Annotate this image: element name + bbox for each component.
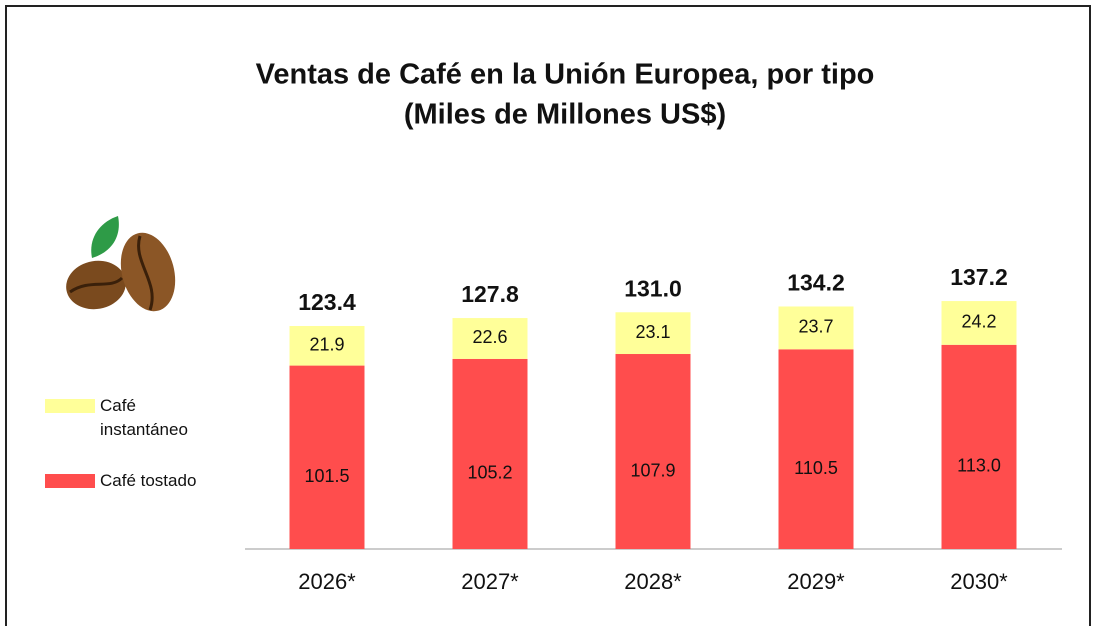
legend-label: Café instantáneo bbox=[100, 396, 188, 439]
legend-label: Café tostado bbox=[100, 471, 197, 490]
bar-segment bbox=[289, 365, 365, 549]
data-label: 23.1 bbox=[635, 322, 670, 342]
data-label: 107.9 bbox=[630, 460, 675, 480]
bar-segment bbox=[778, 306, 854, 350]
total-label: 134.2 bbox=[787, 270, 845, 296]
coffee-icon bbox=[66, 216, 176, 312]
data-label: 101.5 bbox=[304, 466, 349, 486]
data-label: 24.2 bbox=[961, 312, 996, 332]
bar-segment bbox=[941, 301, 1017, 345]
bar-segment bbox=[452, 358, 528, 549]
chart-subtitle: (Miles de Millones US$) bbox=[404, 99, 726, 131]
x-tick-label: 2030* bbox=[950, 569, 1008, 594]
bar-segment bbox=[452, 318, 528, 359]
frame bbox=[5, 5, 1091, 626]
x-tick-label: 2029* bbox=[787, 569, 845, 594]
data-label: 113.0 bbox=[957, 456, 1001, 476]
legend-swatch bbox=[45, 399, 95, 413]
bar-segment bbox=[289, 325, 365, 366]
chart-title: Ventas de Café en la Unión Europea, por … bbox=[256, 59, 875, 91]
data-label: 110.5 bbox=[794, 458, 838, 478]
x-tick-label: 2027* bbox=[461, 569, 519, 594]
bar-segment bbox=[615, 354, 691, 549]
bar-segment bbox=[941, 344, 1017, 549]
total-label: 131.0 bbox=[624, 275, 682, 301]
bar-segment bbox=[778, 349, 854, 549]
bar-segment bbox=[615, 312, 691, 355]
data-label: 23.7 bbox=[798, 317, 833, 337]
total-label: 127.8 bbox=[461, 281, 519, 307]
data-label: 105.2 bbox=[467, 463, 512, 483]
data-label: 21.9 bbox=[309, 335, 344, 355]
x-tick-label: 2026* bbox=[298, 569, 356, 594]
total-label: 137.2 bbox=[950, 264, 1008, 290]
legend-swatch bbox=[45, 474, 95, 488]
data-label: 22.6 bbox=[472, 327, 507, 347]
total-label: 123.4 bbox=[298, 289, 356, 315]
x-tick-label: 2028* bbox=[624, 569, 682, 594]
